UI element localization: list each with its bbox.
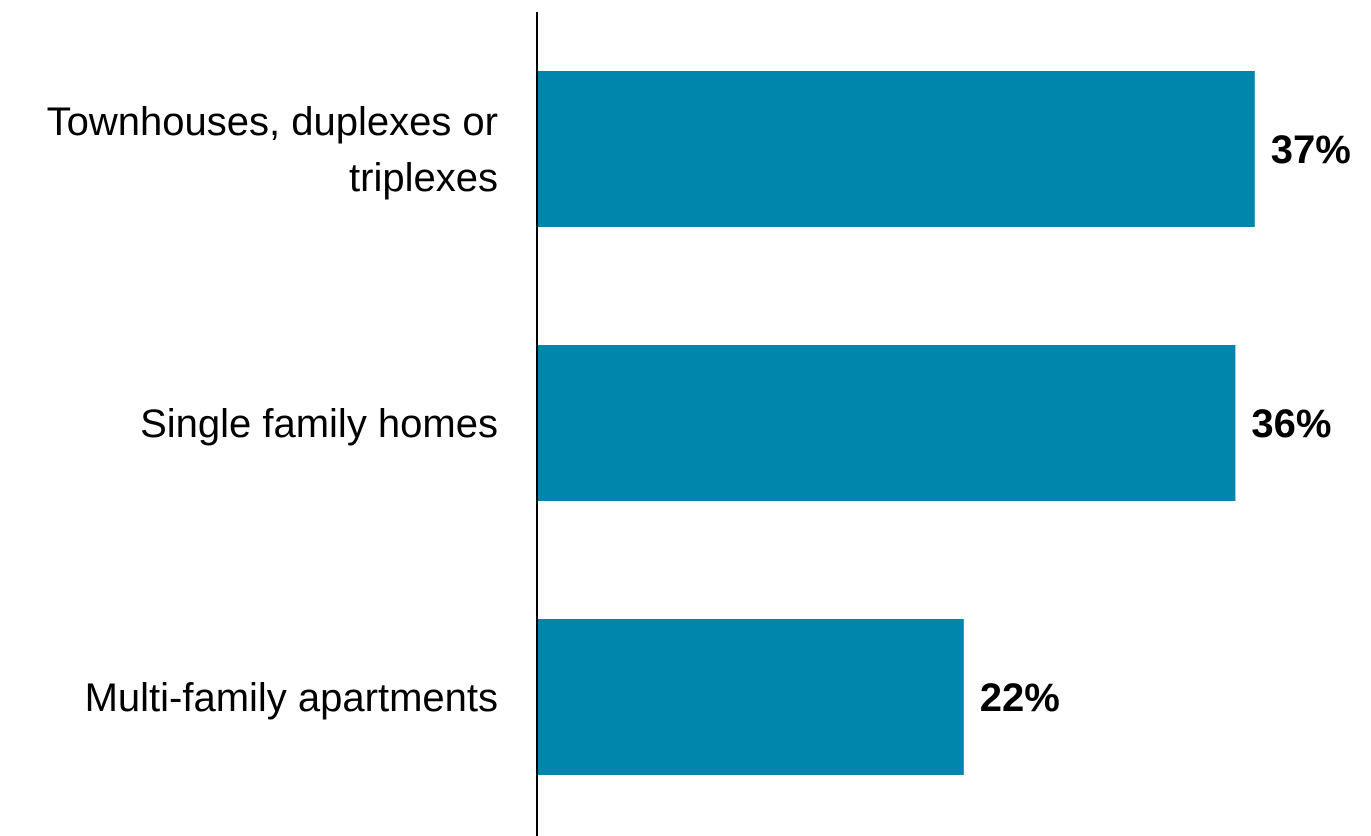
bar-1 <box>537 71 1255 227</box>
value-label-2: 36% <box>1251 402 1331 446</box>
category-label-3: Multi-family apartments <box>85 676 498 720</box>
category-label-1: Townhouses, duplexes or triplexes <box>47 100 498 200</box>
value-label-1: 37% <box>1271 128 1351 172</box>
value-labels-group: 37% 36% 22% <box>980 128 1351 720</box>
category-label-2: Single family homes <box>140 402 498 446</box>
bar-2 <box>537 345 1236 501</box>
value-label-3: 22% <box>980 676 1060 720</box>
bars-group <box>537 71 1255 775</box>
category-labels-group: Townhouses, duplexes or triplexes Single f… <box>47 100 498 720</box>
bar-3 <box>537 619 964 775</box>
